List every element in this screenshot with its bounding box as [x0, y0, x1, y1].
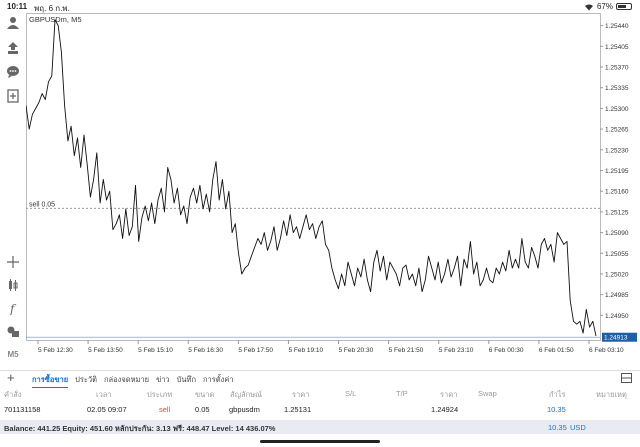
col-sl: S/L — [345, 389, 357, 398]
y-tick-label: 1.25020 — [605, 271, 629, 278]
cell-open-price: 1.25131 — [284, 405, 312, 414]
col-symbol: สัญลักษณ์ — [230, 390, 263, 399]
new-order-icon[interactable] — [5, 88, 21, 104]
price-chart[interactable]: GBPUSDm, M5 1.254401.254051.253701.25335… — [26, 13, 640, 370]
trade-icon[interactable] — [5, 40, 21, 56]
col-size: ขนาด — [195, 390, 215, 399]
cell-size: 0.05 — [195, 405, 210, 414]
x-tick-label: 5 Feb 13:50 — [88, 347, 123, 354]
x-tick-label: 5 Feb 15:10 — [138, 347, 173, 354]
y-tick-label: 1.25440 — [605, 23, 629, 30]
chart-frame — [26, 13, 601, 341]
x-tick-label: 5 Feb 17:50 — [238, 347, 273, 354]
cell-order: 701131158 — [4, 405, 41, 414]
x-tick-label: 6 Feb 01:50 — [539, 347, 574, 354]
x-tick-label: 5 Feb 16:30 — [188, 347, 223, 354]
col-profit: กำไร — [549, 390, 566, 399]
battery-percent: 67% — [596, 2, 613, 11]
col-price: ราคา — [292, 390, 310, 399]
col-time: เวลา — [96, 390, 112, 399]
price-line — [26, 19, 597, 337]
balance-profit-value: 10.35 — [548, 423, 567, 432]
wifi-icon — [584, 3, 593, 11]
current-price-box — [602, 332, 637, 342]
battery-icon — [616, 3, 632, 10]
x-tick-label: 5 Feb 12:30 — [38, 347, 73, 354]
tab-mailbox[interactable]: กล่องจดหมาย — [104, 375, 150, 384]
crosshair-icon[interactable] — [5, 254, 21, 270]
y-tick-label: 1.25160 — [605, 189, 629, 196]
expand-panel-icon[interactable] — [621, 373, 632, 383]
y-tick-label: 1.25195 — [605, 168, 629, 175]
time-axis: 5 Feb 12:30 5 Feb 13:50 5 Feb 15:10 5 Feb 1… — [37, 340, 624, 354]
y-tick-label: 1.25335 — [605, 85, 629, 92]
chat-icon[interactable] — [5, 64, 21, 80]
add-icon[interactable]: + — [7, 370, 15, 385]
account-icon[interactable] — [5, 15, 21, 31]
cell-profit: 10.35 — [547, 405, 566, 414]
left-toolbar: f M5 — [0, 13, 26, 368]
status-bar: 10:11 พฤ. 6 ก.พ. 67% — [0, 0, 640, 13]
col-tp: T/P — [396, 389, 408, 398]
tab-history[interactable]: ประวัติ — [75, 375, 98, 384]
col-current-price: ราคา — [440, 390, 458, 399]
y-tick-label: 1.25300 — [605, 106, 629, 113]
col-comment: หมายเหตุ — [596, 390, 627, 399]
col-order: คำสั่ง — [4, 390, 22, 399]
status-date: พฤ. 6 ก.พ. — [34, 4, 70, 13]
current-price-label: 1.24913 — [604, 335, 628, 342]
x-tick-label: 6 Feb 03:10 — [589, 347, 624, 354]
svg-text:f: f — [9, 302, 17, 315]
x-tick-label: 6 Feb 00:30 — [489, 347, 524, 354]
bottom-tab-bar: + การซื้อขาย ประวัติ กล่องจดหมาย ข่าว บั… — [0, 370, 640, 388]
tabs: การซื้อขาย ประวัติ กล่องจดหมาย ข่าว บันท… — [32, 374, 234, 388]
tab-journal[interactable]: บันทึก — [176, 375, 197, 384]
status-time: 10:11 — [7, 2, 28, 11]
balance-bar: Balance: 441.25 Equity: 451.60 หลักประกั… — [0, 420, 640, 434]
function-icon[interactable]: f — [5, 300, 21, 316]
col-type: ประเภท — [147, 390, 173, 399]
tab-trade[interactable]: การซื้อขาย — [32, 374, 69, 388]
tab-news[interactable]: ข่าว — [156, 375, 170, 384]
battery-fill — [618, 5, 627, 8]
y-tick-label: 1.25090 — [605, 230, 629, 237]
x-tick-label: 5 Feb 23:10 — [439, 347, 474, 354]
y-tick-label: 1.24985 — [605, 292, 629, 299]
indicators-icon[interactable] — [5, 277, 21, 293]
status-right: 67% — [584, 2, 632, 11]
balance-currency: USD — [570, 423, 586, 432]
y-tick-label: 1.25370 — [605, 65, 629, 72]
x-tick-label: 5 Feb 21:50 — [389, 347, 424, 354]
y-tick-label: 1.25055 — [605, 251, 629, 258]
y-tick-label: 1.24950 — [605, 313, 629, 320]
y-tick-label: 1.25125 — [605, 209, 629, 216]
y-tick-label: 1.25405 — [605, 44, 629, 51]
x-tick-label: 5 Feb 19:10 — [288, 347, 323, 354]
price-axis: 1.25440 1.25405 1.25370 1.25335 1.25300 1.252… — [600, 23, 629, 320]
col-swap: Swap — [478, 389, 497, 398]
order-line-label: sell 0.05 — [29, 201, 55, 208]
balance-text: Balance: 441.25 Equity: 451.60 หลักประกั… — [4, 424, 276, 433]
cell-price: 1.24924 — [431, 405, 459, 414]
cell-symbol: gbpusdm — [229, 405, 260, 414]
y-tick-label: 1.25230 — [605, 147, 629, 154]
y-tick-label: 1.25265 — [605, 127, 629, 134]
x-tick-label: 5 Feb 20:30 — [339, 347, 374, 354]
tab-settings[interactable]: การตั้งค่า — [203, 375, 234, 384]
timeframe-button[interactable]: M5 — [7, 349, 19, 359]
objects-icon[interactable] — [5, 323, 21, 339]
cell-type: sell — [159, 405, 171, 414]
home-indicator — [260, 440, 380, 443]
cell-time: 02.05 09:07 — [87, 405, 127, 414]
